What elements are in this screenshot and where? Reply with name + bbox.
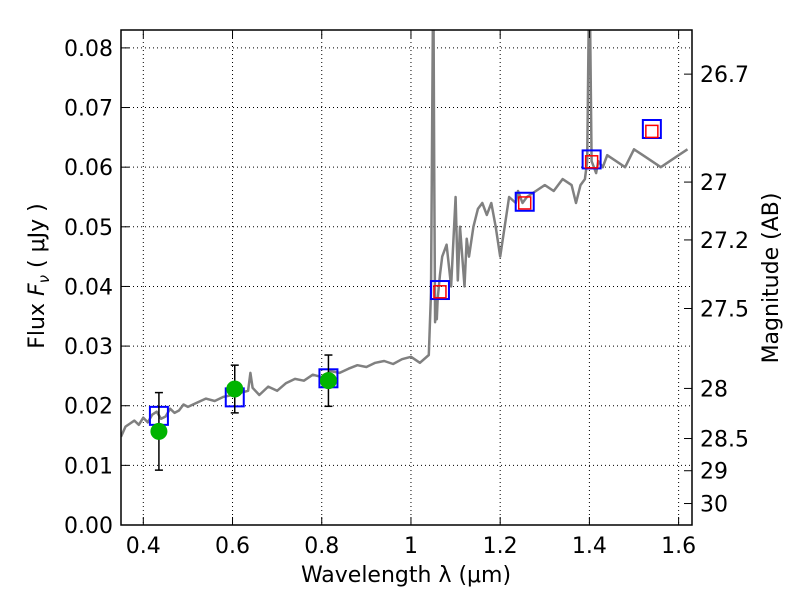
x-tick-label: 0.8 <box>304 534 339 559</box>
observed-upper-limit-point <box>517 196 532 210</box>
y-tick-label: 0.05 <box>64 216 113 241</box>
y-tick-label: 0.08 <box>64 37 113 62</box>
model-photometry-point <box>514 191 535 212</box>
x-tick-label: 0.6 <box>215 534 250 559</box>
plot-data <box>121 30 689 471</box>
y-axis-label: Flux Fν ( μJy ) <box>25 203 53 348</box>
grid-lines <box>121 30 692 526</box>
x-tick-label: 1 <box>404 534 418 559</box>
right-tick-label: 27.2 <box>700 229 749 254</box>
right-tick-label: 29 <box>700 460 728 485</box>
x-axis-label: Wavelength λ (μm) <box>301 563 511 588</box>
y-tick-label: 0.04 <box>64 275 113 300</box>
y-tick-label: 0.03 <box>64 335 113 360</box>
y-tick-label: 0.02 <box>64 395 113 420</box>
right-tick-label: 30 <box>700 493 728 518</box>
observed-upper-limit-point <box>584 155 599 169</box>
right-tick-label: 27.5 <box>700 298 749 323</box>
right-tick-label: 28.5 <box>700 428 749 453</box>
observed-photometry-point <box>150 422 168 440</box>
y-tick-label: 0.00 <box>64 514 113 539</box>
x-tick-label: 1.2 <box>483 534 518 559</box>
x-tick-label: 0.4 <box>126 534 161 559</box>
y-tick-label: 0.01 <box>64 454 113 479</box>
observed-photometry-point <box>226 380 244 398</box>
model-spectrum-line <box>121 30 689 438</box>
plot-frame <box>120 29 693 526</box>
x-tick-label: 1.6 <box>661 534 696 559</box>
right-tick-label: 27 <box>700 171 728 196</box>
x-tick-label: 1.4 <box>572 534 607 559</box>
right-tick-label: 26.7 <box>700 63 749 88</box>
right-tick-label: 28 <box>700 377 728 402</box>
right-axis-label: Magnitude (AB) <box>759 193 784 364</box>
observed-photometry-point <box>319 372 337 390</box>
model-photometry-point <box>429 280 450 301</box>
axis-ticks: 0.4 0.6 0.8 1 1.2 1.4 1.6 0.00 0.01 0.02 0.03 0.04 0… <box>64 30 749 559</box>
observed-upper-limit-point <box>433 285 447 299</box>
y-tick-label: 0.07 <box>64 97 113 122</box>
y-tick-label: 0.06 <box>64 156 113 181</box>
observed-upper-limit-point <box>645 124 659 139</box>
